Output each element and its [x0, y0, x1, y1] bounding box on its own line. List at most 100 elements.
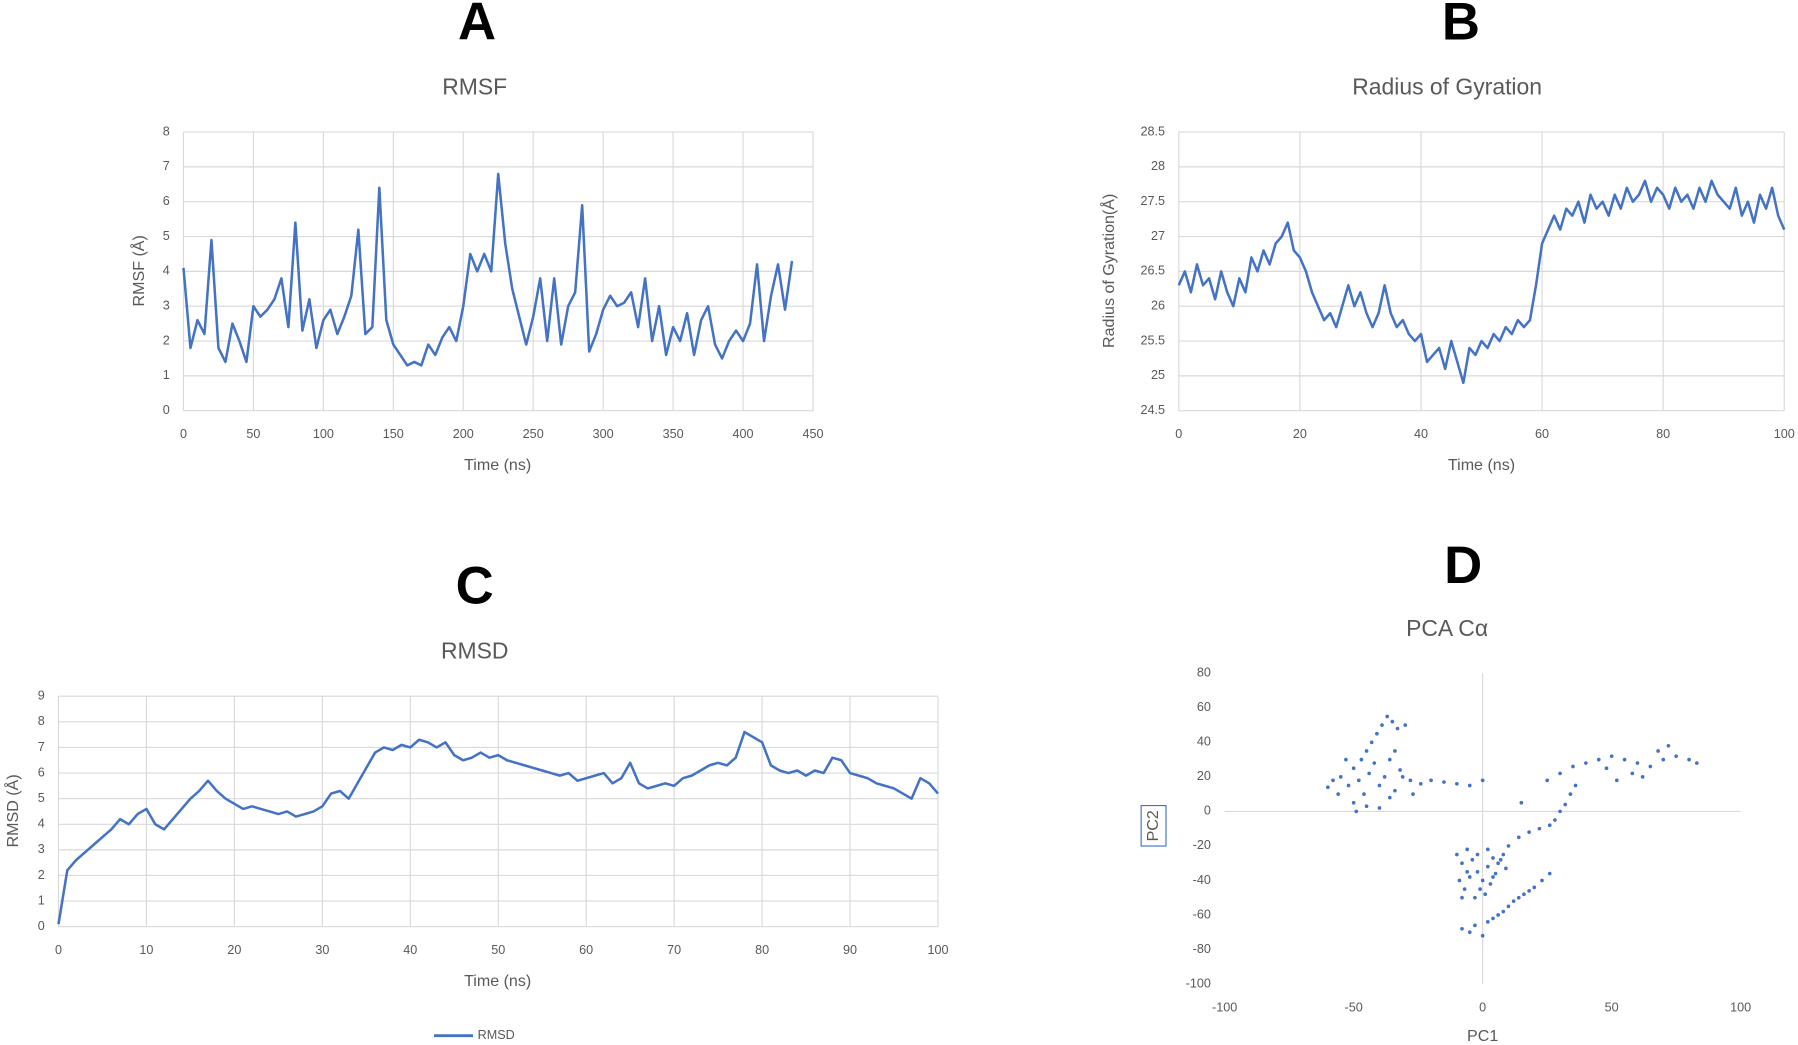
- data-point: [1455, 781, 1459, 786]
- data-point: [1369, 740, 1374, 745]
- x-tick-label: 50: [491, 943, 505, 957]
- data-point: [1380, 723, 1384, 727]
- data-line: [57, 730, 939, 925]
- data-point: [1622, 757, 1627, 762]
- y-tick-label: -20: [1193, 838, 1211, 852]
- data-point: [1473, 895, 1477, 900]
- x-tick-label: 40: [403, 943, 417, 957]
- y-tick-label: 25: [1151, 368, 1165, 382]
- y-tick-label: 2: [38, 868, 45, 882]
- data-point: [1527, 888, 1531, 893]
- chart-title: Radius of Gyration: [1352, 74, 1542, 100]
- data-point: [1491, 856, 1495, 860]
- data-point: [1359, 757, 1364, 762]
- data-point: [1506, 904, 1511, 909]
- data-point: [1609, 754, 1614, 758]
- data-point: [1429, 778, 1433, 783]
- y-axis-label: Radius of Gyration(Å): [1099, 194, 1118, 348]
- data-point: [1467, 783, 1472, 788]
- y-axis-label: RMSD (Å): [3, 774, 22, 847]
- x-tick-label: 40: [1414, 427, 1428, 441]
- data-point: [1687, 757, 1691, 762]
- x-tick-label: 400: [733, 427, 754, 441]
- x-tick-label: 450: [802, 427, 823, 441]
- data-point: [1491, 875, 1495, 879]
- data-point: [1516, 835, 1521, 840]
- x-axis-label: Time (ns): [1448, 456, 1515, 474]
- data-point: [1522, 892, 1526, 897]
- x-tick-label: 10: [139, 943, 153, 957]
- data-point: [1527, 830, 1531, 834]
- data-point: [1488, 882, 1493, 886]
- data-line: [1177, 179, 1786, 385]
- data-point: [1496, 861, 1500, 866]
- data-point: [1351, 766, 1356, 771]
- y-tick-label: 6: [38, 765, 45, 779]
- data-point: [1614, 778, 1619, 783]
- data-point: [1485, 864, 1490, 869]
- y-tick-label: -60: [1193, 907, 1211, 921]
- y-tick-label: 5: [163, 229, 170, 243]
- y-tick-label: -100: [1186, 976, 1211, 990]
- y-tick-label: 7: [38, 740, 45, 754]
- data-point: [1485, 847, 1490, 852]
- y-tick-label: 5: [38, 791, 45, 805]
- y-tick-label: 2: [163, 333, 170, 347]
- data-point: [1377, 783, 1382, 788]
- data-point: [1553, 818, 1557, 822]
- x-tick-label: 80: [755, 943, 769, 957]
- x-tick-label: 60: [1535, 427, 1549, 441]
- data-point: [1656, 749, 1660, 753]
- data-point: [1540, 878, 1544, 883]
- x-tick-label: 200: [453, 427, 474, 441]
- data-point: [1467, 875, 1472, 879]
- data-point: [1568, 792, 1573, 796]
- data-point: [1362, 792, 1366, 796]
- data-point: [1571, 764, 1575, 769]
- x-tick-label: 70: [667, 943, 681, 957]
- data-point: [1491, 916, 1495, 921]
- x-tick-label: 60: [579, 943, 593, 957]
- x-tick-label: 0: [1175, 427, 1182, 441]
- data-point: [1398, 768, 1402, 772]
- x-tick-label: -50: [1345, 1000, 1363, 1014]
- y-tick-label: 24.5: [1140, 403, 1165, 417]
- data-point: [1666, 743, 1671, 748]
- data-point: [1354, 809, 1359, 814]
- x-tick-label: 100: [1774, 427, 1795, 441]
- data-point: [1460, 895, 1464, 900]
- y-tick-label: -40: [1193, 873, 1211, 887]
- data-point: [1563, 802, 1568, 807]
- data-point: [1465, 847, 1470, 852]
- data-point: [1485, 920, 1490, 924]
- y-tick-label: 9: [38, 689, 45, 703]
- x-axis-label: Time (ns): [464, 972, 531, 990]
- data-point: [1338, 775, 1343, 779]
- data-point: [1674, 754, 1678, 758]
- data-point: [1604, 766, 1609, 771]
- y-tick-label: 7: [163, 159, 170, 173]
- y-label-box: [1140, 804, 1167, 847]
- x-tick-label: 50: [246, 427, 260, 441]
- x-tick-label: 150: [383, 427, 404, 441]
- data-point: [1584, 761, 1588, 765]
- data-point: [1364, 749, 1369, 753]
- data-point: [1511, 899, 1516, 904]
- x-tick-label: 90: [843, 943, 857, 957]
- data-point: [1630, 771, 1635, 776]
- x-tick-label: 0: [180, 427, 187, 441]
- data-point: [1465, 869, 1470, 874]
- data-point: [1393, 788, 1397, 793]
- y-axis-label: RMSF (Å): [129, 235, 148, 306]
- y-tick-label: 1: [163, 368, 170, 382]
- data-point: [1506, 844, 1511, 848]
- data-line: [182, 172, 794, 367]
- data-point: [1336, 792, 1341, 796]
- data-point: [1640, 775, 1645, 779]
- data-point: [1547, 871, 1552, 876]
- data-point: [1385, 714, 1390, 719]
- data-point: [1596, 757, 1601, 762]
- y-tick-label: 4: [38, 817, 45, 831]
